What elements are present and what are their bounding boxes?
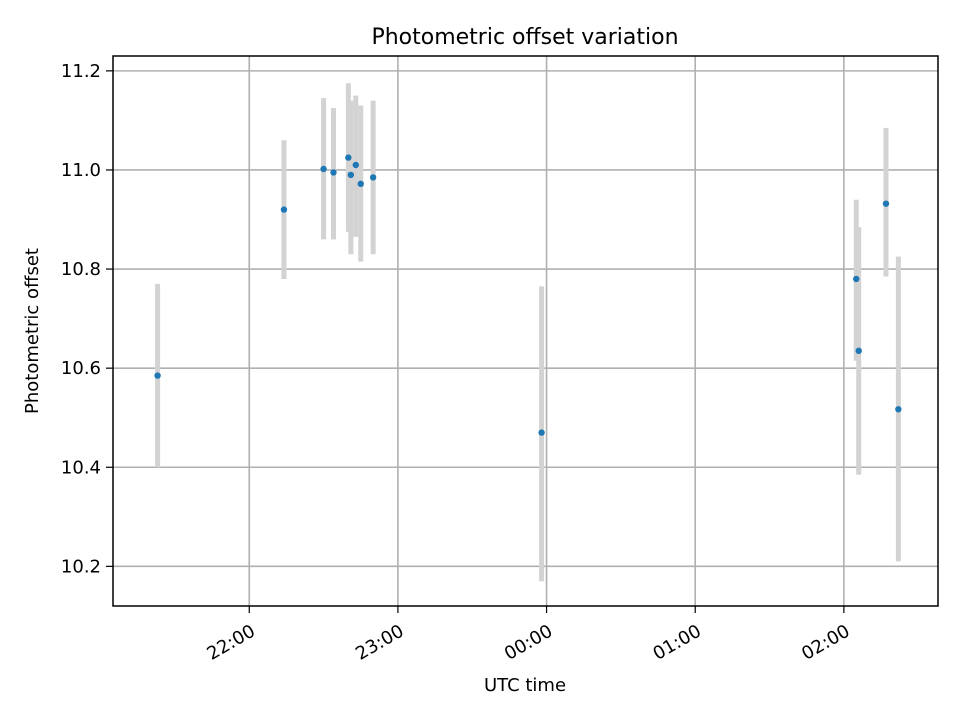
x-axis-label: UTC time (484, 675, 566, 696)
x-tick-label: 00:00 (501, 621, 556, 665)
x-tick-label: 23:00 (352, 621, 407, 665)
y-tick-label: 11.2 (61, 61, 101, 82)
y-tick-label: 10.6 (61, 358, 101, 379)
y-tick-label: 11.0 (61, 160, 101, 181)
x-axis-ticks: 22:00 23:00 00:00 01:00 02:00 (204, 606, 854, 665)
data-point (369, 174, 377, 181)
data-point (895, 406, 902, 413)
x-tick-label: 22:00 (204, 621, 259, 665)
data-point (538, 429, 545, 436)
y-tick-label: 10.2 (61, 556, 101, 577)
y-axis-label: Photometric offset (22, 248, 43, 414)
data-point (352, 161, 359, 169)
y-tick-label: 10.4 (61, 457, 101, 478)
x-tick-label: 01:00 (649, 621, 704, 665)
x-tick-label: 02:00 (798, 621, 853, 665)
grid (113, 56, 938, 606)
data-point (855, 347, 862, 355)
y-tick-label: 10.8 (61, 259, 101, 280)
chart-title: Photometric offset variation (371, 25, 678, 50)
error-bars (155, 83, 901, 582)
data-points (154, 154, 902, 436)
data-point (154, 372, 161, 379)
data-point (330, 169, 337, 176)
data-point (347, 171, 355, 179)
data-point (280, 206, 288, 213)
data-point (320, 165, 327, 173)
data-point (357, 180, 364, 188)
data-point (345, 154, 352, 161)
y-axis-ticks: 10.2 10.4 10.6 10.8 11.0 11.2 (61, 61, 113, 577)
plot-frame (112, 55, 939, 607)
data-point (853, 275, 860, 283)
data-point (882, 200, 890, 207)
